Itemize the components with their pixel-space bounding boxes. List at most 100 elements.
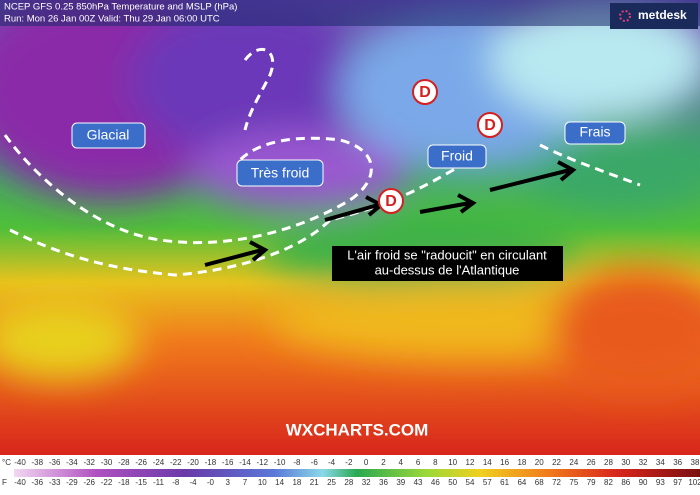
celsius-label: -36 [49, 458, 61, 467]
celsius-label: -32 [83, 458, 95, 467]
fahrenheit-label: 43 [414, 478, 423, 487]
header-run: Run: Mon 26 Jan 00Z Valid: Thu 29 Jan 06… [4, 14, 220, 25]
celsius-label: -30 [101, 458, 113, 467]
label: Froid [441, 148, 473, 164]
celsius-label: -18 [205, 458, 217, 467]
logo-box [610, 3, 698, 29]
fahrenheit-label: 18 [292, 478, 301, 487]
header-title: NCEP GFS 0.25 850hPa Temperature and MSL… [4, 2, 237, 13]
fahrenheit-label: -26 [83, 478, 95, 487]
flow-arrows [204, 160, 577, 267]
celsius-label: 2 [381, 458, 386, 467]
celsius-label: 16 [500, 458, 509, 467]
celsius-label: 18 [517, 458, 526, 467]
fahrenheit-label: 64 [517, 478, 526, 487]
fahrenheit-label: 102 [688, 478, 700, 487]
fahrenheit-label: -18 [118, 478, 130, 487]
low-label: D [385, 193, 397, 210]
celsius-label: -20 [187, 458, 199, 467]
fahrenheit-label: 3 [225, 478, 230, 487]
fahrenheit-label: -0 [207, 478, 215, 487]
low-marker [477, 112, 503, 138]
temperature-field [0, 0, 700, 390]
celsius-label: 24 [569, 458, 578, 467]
fahrenheit-label: -22 [101, 478, 113, 487]
fahrenheit-label: -8 [172, 478, 180, 487]
label-box [71, 122, 146, 149]
fahrenheit-label: 61 [500, 478, 509, 487]
celsius-label: 28 [604, 458, 613, 467]
celsius-label: 10 [448, 458, 457, 467]
fahrenheit-label: 54 [466, 478, 475, 487]
celsius-label: -2 [345, 458, 353, 467]
low-label: D [484, 117, 496, 134]
watermark: WXCHARTS.COM [286, 420, 429, 439]
celsius-label: 22 [552, 458, 561, 467]
fahrenheit-label: 82 [604, 478, 613, 487]
fahrenheit-label: 57 [483, 478, 492, 487]
note: L'air froid se "radoucit" en circulant [347, 247, 547, 262]
celsius-label: -40 [14, 458, 26, 467]
low-marker [412, 79, 438, 105]
label: Glacial [87, 127, 130, 143]
fahrenheit-label: 25 [327, 478, 336, 487]
celsius-label: 8 [433, 458, 438, 467]
fahrenheit-label: 93 [656, 478, 665, 487]
label-box [564, 121, 626, 145]
fahrenheit-label: 39 [396, 478, 405, 487]
celsius-label: 4 [399, 458, 404, 467]
fahrenheit-label: 86 [621, 478, 630, 487]
label-box [236, 159, 324, 187]
celsius-label: 34 [656, 458, 665, 467]
celsius-label: -12 [257, 458, 269, 467]
celsius-label: -28 [118, 458, 130, 467]
celsius-label: -34 [66, 458, 78, 467]
fahrenheit-label: -15 [135, 478, 147, 487]
fahrenheit-label: 75 [569, 478, 578, 487]
fahrenheit-label: 21 [310, 478, 319, 487]
celsius-label: 6 [416, 458, 421, 467]
low-marker [378, 188, 404, 214]
celsius-label: -38 [32, 458, 44, 467]
fahrenheit-label: -33 [49, 478, 61, 487]
fahrenheit-label: 68 [535, 478, 544, 487]
note-box [332, 246, 563, 281]
fahrenheit-label: -40 [14, 478, 26, 487]
fahrenheit-label: 72 [552, 478, 561, 487]
fahrenheit-label: -4 [190, 478, 198, 487]
celsius-label: 38 [691, 458, 700, 467]
celsius-label: -26 [135, 458, 147, 467]
fahrenheit-label: 36 [379, 478, 388, 487]
celsius-label: 0 [364, 458, 369, 467]
region-labels: Glacial Très froid Froid Frais L'air fro… [71, 121, 626, 281]
fahrenheit-label: 46 [431, 478, 440, 487]
legend-unit: F [2, 478, 7, 487]
fahrenheit-label: 90 [639, 478, 648, 487]
low-label: D [419, 84, 431, 101]
celsius-label: -10 [274, 458, 286, 467]
fahrenheit-label: 79 [587, 478, 596, 487]
celsius-label: 20 [535, 458, 544, 467]
celsius-label: -14 [239, 458, 251, 467]
celsius-label: 26 [587, 458, 596, 467]
fahrenheit-label: 32 [362, 478, 371, 487]
celsius-label: 36 [673, 458, 682, 467]
fahrenheit-label: 28 [344, 478, 353, 487]
logo: metdesk [638, 8, 687, 22]
celsius-label: 12 [466, 458, 475, 467]
fahrenheit-label: 50 [448, 478, 457, 487]
color-scale [14, 469, 700, 477]
celsius-label: 32 [639, 458, 648, 467]
logo-icon [619, 10, 631, 22]
celsius-label: 30 [621, 458, 630, 467]
legend-unit: °C [2, 458, 11, 467]
label: Frais [579, 124, 610, 140]
note: au-dessus de l'Atlantique [375, 262, 520, 277]
celsius-label: -6 [311, 458, 319, 467]
celsius-label: -16 [222, 458, 234, 467]
celsius-label: -4 [328, 458, 336, 467]
celsius-label: -8 [293, 458, 301, 467]
fahrenheit-label: 7 [243, 478, 248, 487]
celsius-label: -22 [170, 458, 182, 467]
